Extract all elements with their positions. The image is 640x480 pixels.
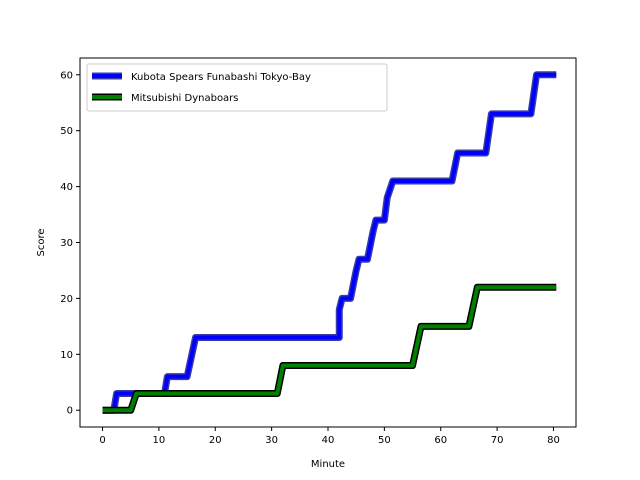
- series-1: [102, 71, 557, 414]
- x-axis: 0 10 20 30 40 50 60 70 80: [99, 427, 560, 446]
- y-tick-label: 10: [60, 350, 73, 361]
- y-tick-label: 60: [60, 70, 73, 81]
- y-axis-label: Score: [36, 228, 47, 256]
- y-tick-label: 30: [60, 238, 73, 249]
- legend-box: [86, 63, 388, 112]
- x-tick-label: 20: [209, 435, 222, 446]
- x-tick-label: 10: [153, 435, 166, 446]
- y-tick-label: 50: [60, 126, 73, 137]
- series-2: [102, 283, 557, 414]
- x-tick-label: 60: [434, 435, 447, 446]
- legend-item-2: Mitsubishi Dynaboars: [92, 93, 239, 104]
- series-2-line: [102, 285, 557, 413]
- x-tick-label: 80: [547, 435, 560, 446]
- x-tick-label: 40: [322, 435, 335, 446]
- legend-label: Mitsubishi Dynaboars: [131, 93, 239, 104]
- y-axis: 0 10 20 30 40 50 60: [60, 70, 80, 417]
- legend-item-1: Kubota Spears Funabashi Tokyo-Bay: [92, 72, 311, 83]
- x-tick-label: 0: [99, 435, 105, 446]
- y-tick-label: 40: [60, 182, 73, 193]
- legend-label: Kubota Spears Funabashi Tokyo-Bay: [131, 72, 311, 83]
- y-tick-label: 0: [67, 406, 73, 417]
- x-tick-label: 70: [491, 435, 504, 446]
- x-tick-label: 50: [378, 435, 391, 446]
- x-tick-label: 30: [265, 435, 278, 446]
- legend: Kubota Spears Funabashi Tokyo-Bay Mitsubi…: [86, 63, 388, 112]
- y-tick-label: 20: [60, 294, 73, 305]
- series-layer: [102, 71, 557, 414]
- series-1-line: [102, 72, 557, 413]
- x-axis-label: Minute: [311, 459, 345, 470]
